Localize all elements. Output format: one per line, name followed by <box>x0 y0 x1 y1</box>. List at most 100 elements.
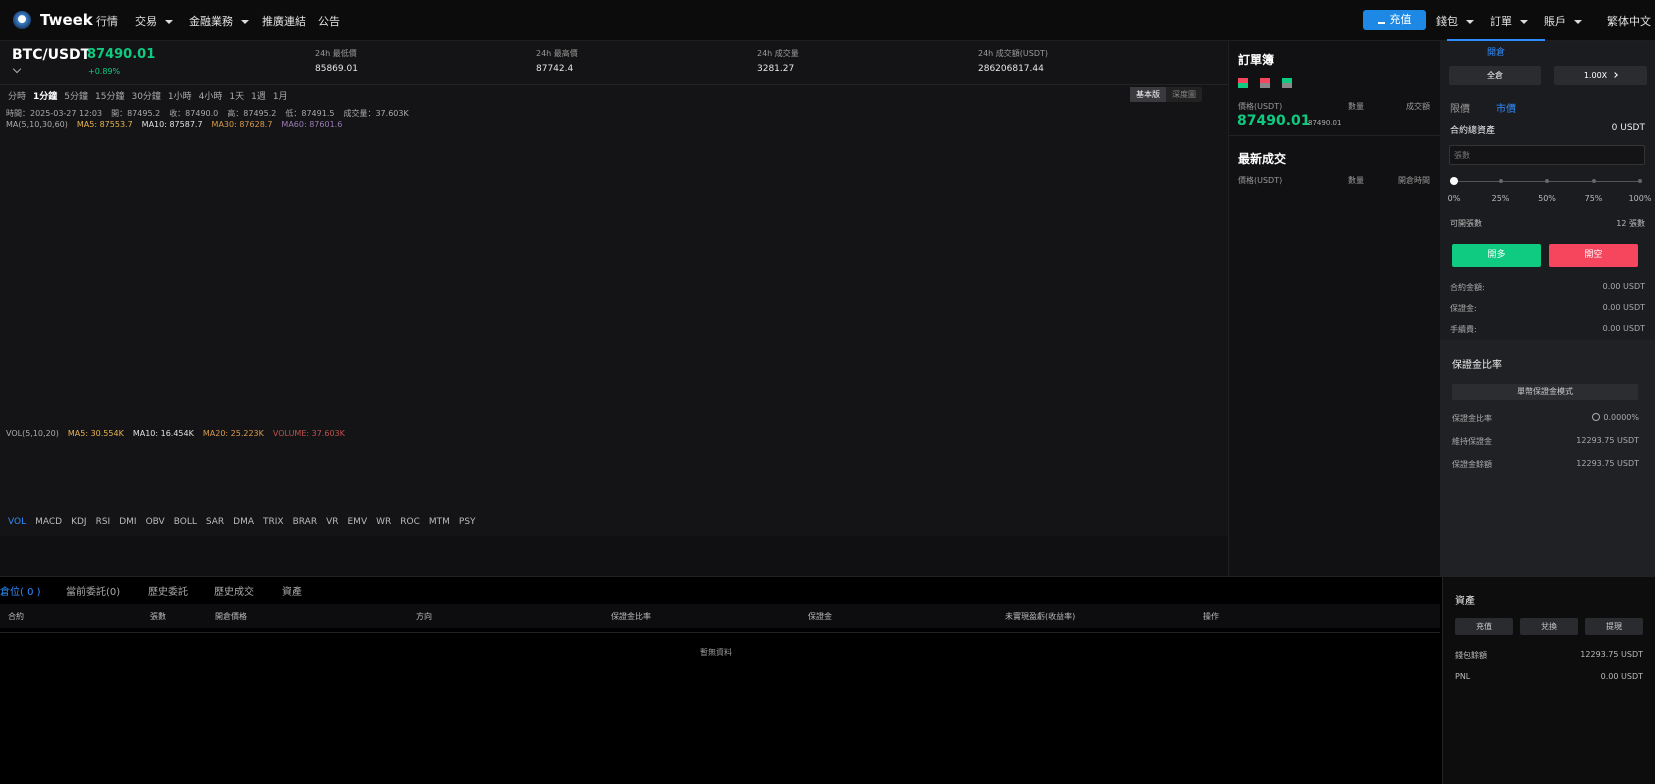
slider-stop[interactable] <box>1591 179 1596 183</box>
nav-link[interactable]: 推廣連結 <box>262 13 306 29</box>
interval-option[interactable]: 1月 <box>272 92 288 102</box>
candle-info-item: 成交量：37.603K <box>343 109 409 118</box>
vol-legend: VOL(5,10,20) MA5: 30.554K MA10: 16.454K MA2… <box>6 429 345 438</box>
indicator-tab[interactable]: DMA <box>233 517 255 527</box>
slider-stop[interactable] <box>1450 177 1458 185</box>
ma-legend: MA(5,10,30,60) MA5: 87553.7 MA10: 87587.7 M… <box>6 120 342 129</box>
dropdown-caret <box>1466 20 1474 24</box>
order-book-column: 價格(USDT) <box>1238 102 1283 111</box>
symbol-chevron <box>12 64 22 74</box>
nav-link[interactable]: 交易 <box>135 13 173 29</box>
indicator-tab[interactable]: EMV <box>347 517 368 527</box>
indicator-tab[interactable]: VR <box>326 517 339 527</box>
order-type-tab[interactable]: 限價 <box>1450 104 1470 115</box>
indicator-tab[interactable]: OBV <box>145 517 165 527</box>
amount-input[interactable] <box>1449 145 1645 165</box>
order-tab[interactable]: 開倉 <box>1486 48 1505 58</box>
candle-info-item: 高：87495.2 <box>227 109 277 118</box>
indicator-tab[interactable]: DMI <box>119 517 137 527</box>
book-view-toggle[interactable] <box>1238 78 1248 88</box>
trade-row-label: 保證金: <box>1450 304 1477 313</box>
stat-value: 3281.27 <box>757 64 795 74</box>
order-type-tab[interactable]: 市價 <box>1496 104 1516 115</box>
slider-stop[interactable] <box>1545 179 1549 183</box>
positions-tab[interactable]: 當前委託(0) <box>66 587 121 598</box>
interval-option[interactable]: 1分鐘 <box>33 92 58 102</box>
positions-column: 保證金比率 <box>611 612 651 621</box>
symbol[interactable]: BTC/USDT <box>12 47 91 63</box>
slider-stop[interactable] <box>1498 179 1503 183</box>
interval-option[interactable]: 15分鐘 <box>95 92 125 102</box>
candle-info-item: 收：87490.0 <box>169 109 219 118</box>
nav-menu[interactable]: 訂單 <box>1490 13 1528 29</box>
language[interactable]: 繁体中文 <box>1607 15 1651 28</box>
total-assets-label: 合約總資產 <box>1450 126 1496 136</box>
positions-tab[interactable]: 歷史成交 <box>214 587 254 598</box>
asset-action[interactable]: 兌換 <box>1520 618 1578 635</box>
asset-action[interactable]: 充值 <box>1455 618 1513 635</box>
positions-tab[interactable]: 歷史委託 <box>148 587 188 598</box>
nav-link-label: 推廣連結 <box>262 15 306 28</box>
indicator-tab[interactable]: ROC <box>400 517 420 527</box>
buy-button[interactable]: 開多 <box>1452 244 1541 267</box>
interval-option[interactable]: 30分鐘 <box>131 92 161 102</box>
chart-mode-option[interactable]: 深度圖 <box>1172 90 1196 99</box>
positions-column: 操作 <box>1203 612 1219 621</box>
interval-option[interactable]: 1天 <box>229 92 245 102</box>
indicator-tab[interactable]: KDJ <box>71 517 87 527</box>
deposit-button[interactable]: 充值 <box>1363 10 1426 30</box>
leverage-value: 1.00X <box>1583 71 1608 80</box>
positions-tab[interactable]: 資產 <box>282 587 302 598</box>
assets-title: 資產 <box>1455 596 1475 607</box>
interval-option[interactable]: 分時 <box>8 92 27 102</box>
nav-link[interactable]: 行情 <box>96 13 118 29</box>
vol-legend-item: VOLUME: 37.603K <box>272 429 345 438</box>
trade-row-value: 0.00 USDT <box>1602 303 1645 312</box>
margin-row-value-text: 12293.75 USDT <box>1576 436 1639 445</box>
available-label: 可開張數 <box>1450 219 1482 228</box>
indicator-tab[interactable]: SAR <box>205 517 225 527</box>
nav-menu-label: 賬戶 <box>1544 15 1566 28</box>
stat-label: 24h 最高價 <box>536 49 578 58</box>
indicator-tab[interactable]: PSY <box>458 517 476 527</box>
indicator-tab[interactable]: RSI <box>95 517 111 527</box>
interval-option[interactable]: 4小時 <box>198 92 223 102</box>
interval-option[interactable]: 1週 <box>251 92 266 102</box>
margin-mode-button[interactable]: 單幣保證金模式 <box>1452 384 1638 400</box>
interval-option[interactable]: 1小時 <box>167 92 192 102</box>
indicator-tab[interactable]: TRIX <box>263 517 284 527</box>
last-price: 87490.01 <box>87 47 156 62</box>
vol-legend-item: MA10: 16.454K <box>132 429 194 438</box>
book-view-toggle[interactable] <box>1260 78 1270 88</box>
positions-column: 開倉價格 <box>215 612 247 621</box>
nav-link[interactable]: 公告 <box>318 13 340 29</box>
asset-action[interactable]: 提現 <box>1585 618 1643 635</box>
nav-menu-label: 錢包 <box>1436 15 1458 28</box>
nav-link-label: 交易 <box>135 15 157 28</box>
sell-button[interactable]: 開空 <box>1549 244 1638 267</box>
positions-tab[interactable]: 倉位( 0 ) <box>0 587 41 598</box>
nav-link[interactable]: 金融業務 <box>189 13 249 29</box>
chart-mode-option[interactable]: 基本版 <box>1130 87 1166 102</box>
dropdown-caret <box>1574 20 1582 24</box>
interval-option[interactable]: 5分鐘 <box>64 92 89 102</box>
candle-info-item: 開：87495.2 <box>111 109 161 118</box>
asset-row-label: PNL <box>1455 672 1471 681</box>
leverage-button[interactable]: 1.00X <box>1554 66 1647 85</box>
nav-menu[interactable]: 錢包 <box>1436 13 1474 29</box>
positions-column: 未實現盈虧(收益率) <box>1005 612 1076 621</box>
indicator-tab[interactable]: BRAR <box>292 517 318 527</box>
slider-label: 0% <box>1447 194 1461 203</box>
book-view-toggle[interactable] <box>1282 78 1292 88</box>
slider-stop[interactable] <box>1638 179 1642 183</box>
nav-menu[interactable]: 賬戶 <box>1544 13 1582 29</box>
indicator-tab[interactable]: VOL <box>8 517 27 527</box>
trade-panel <box>1440 40 1655 340</box>
indicator-tab[interactable]: BOLL <box>173 517 197 527</box>
indicator-tabs: VOL MACD KDJ RSI DMI OBV BOLL SAR DMA TRIX BRAR VR E… <box>8 517 476 527</box>
indicator-tab[interactable]: MTM <box>428 517 450 527</box>
indicator-tab[interactable]: WR <box>376 517 392 527</box>
margin-mode-button[interactable]: 全倉 <box>1449 66 1541 85</box>
indicator-tab[interactable]: MACD <box>35 517 63 527</box>
